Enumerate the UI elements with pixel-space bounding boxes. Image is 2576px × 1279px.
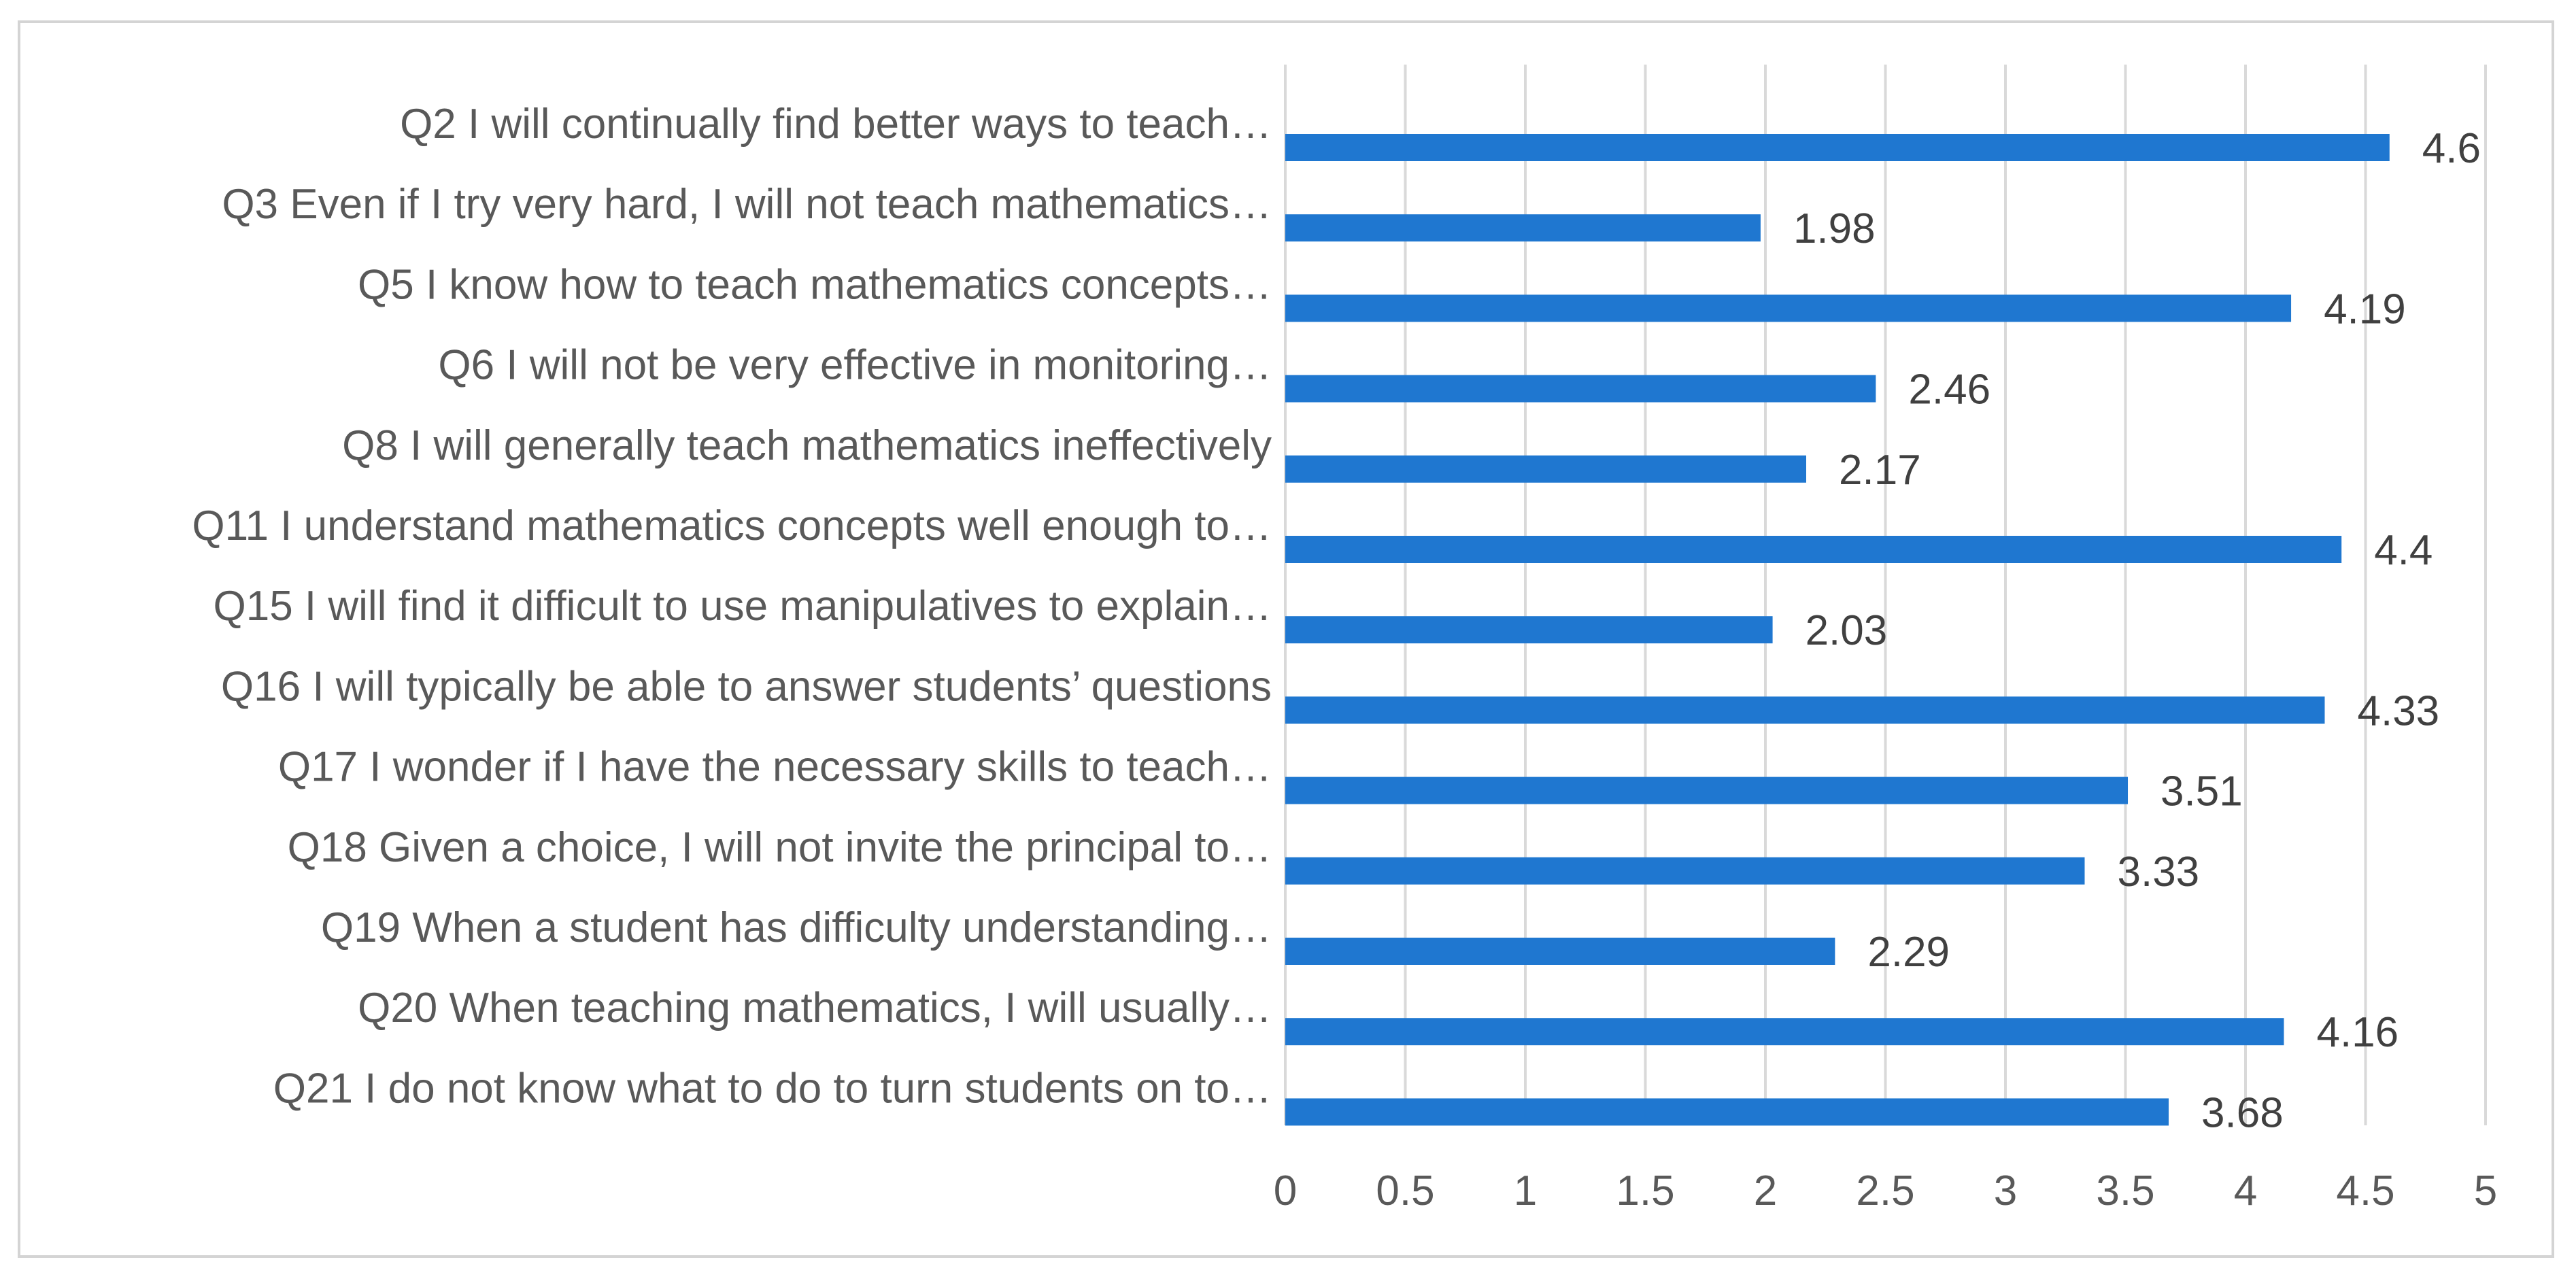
category-label: Q11 I understand mathematics concepts we… [192, 502, 1272, 549]
data-label: 2.17 [1839, 447, 1921, 494]
category-label: Q16 I will typically be able to answer s… [221, 663, 1272, 710]
x-tick-label: 2 [1754, 1167, 1777, 1214]
bar [1285, 294, 2292, 322]
data-label: 4.19 [2324, 286, 2406, 332]
bar [1285, 1018, 2284, 1046]
x-tick-label: 3 [1994, 1167, 2017, 1214]
bar [1285, 536, 2342, 563]
category-labels: Q2 I will continually find better ways t… [192, 101, 1272, 1112]
bar [1285, 938, 1835, 965]
x-tick-label: 2.5 [1856, 1167, 1914, 1214]
bar [1285, 214, 1761, 242]
category-label: Q3 Even if I try very hard, I will not t… [222, 181, 1272, 228]
data-label: 3.68 [2201, 1089, 2284, 1136]
data-label: 4.6 [2422, 125, 2481, 172]
bar [1285, 777, 2129, 804]
category-label: Q17 I wonder if I have the necessary ski… [278, 744, 1272, 791]
x-tick-label: 0 [1274, 1167, 1297, 1214]
data-label: 2.29 [1867, 929, 1950, 976]
category-label: Q19 When a student has difficulty unders… [321, 904, 1272, 951]
category-label: Q8 I will generally teach mathematics in… [342, 422, 1272, 469]
bar [1285, 455, 1807, 483]
data-label: 3.33 [2117, 849, 2199, 896]
bars [1285, 134, 2390, 1126]
category-label: Q6 I will not be very effective in monit… [438, 342, 1272, 389]
bar [1285, 616, 1773, 644]
category-label: Q20 When teaching mathematics, I will us… [358, 985, 1272, 1031]
x-tick-label: 1.5 [1616, 1167, 1674, 1214]
data-label: 2.03 [1806, 607, 1888, 654]
data-label: 4.33 [2357, 687, 2439, 734]
x-axis-ticks: 0 0.5 1 1.5 2 2.5 3 3.5 4 4.5 5 [1274, 1167, 2497, 1214]
x-tick-label: 0.5 [1376, 1167, 1434, 1214]
category-label: Q18 Given a choice, I will not invite th… [288, 824, 1272, 871]
category-label: Q5 I know how to teach mathematics conce… [358, 261, 1272, 308]
data-label: 4.4 [2374, 527, 2433, 574]
category-label: Q21 I do not know what to do to turn stu… [273, 1065, 1272, 1112]
bar [1285, 134, 2390, 161]
x-tick-label: 4.5 [2336, 1167, 2394, 1214]
data-label: 4.16 [2316, 1009, 2399, 1056]
data-label: 3.51 [2160, 768, 2243, 815]
bar [1285, 1098, 2169, 1126]
x-tick-label: 1 [1514, 1167, 1537, 1214]
data-labels: 4.6 1.98 4.19 2.46 2.17 4.4 2.03 4.33 3.51 3.33 2.… [1793, 125, 2481, 1136]
x-tick-label: 4 [2234, 1167, 2257, 1214]
bar [1285, 696, 2325, 724]
bar [1285, 375, 1876, 403]
category-label: Q15 I will find it difficult to use mani… [213, 583, 1272, 630]
data-label: 1.98 [1793, 205, 1876, 252]
category-label: Q2 I will continually find better ways t… [400, 101, 1272, 148]
x-tick-label: 5 [2474, 1167, 2497, 1214]
x-tick-label: 3.5 [2096, 1167, 2154, 1214]
data-label: 2.46 [1908, 366, 1990, 413]
bar [1285, 857, 2085, 885]
